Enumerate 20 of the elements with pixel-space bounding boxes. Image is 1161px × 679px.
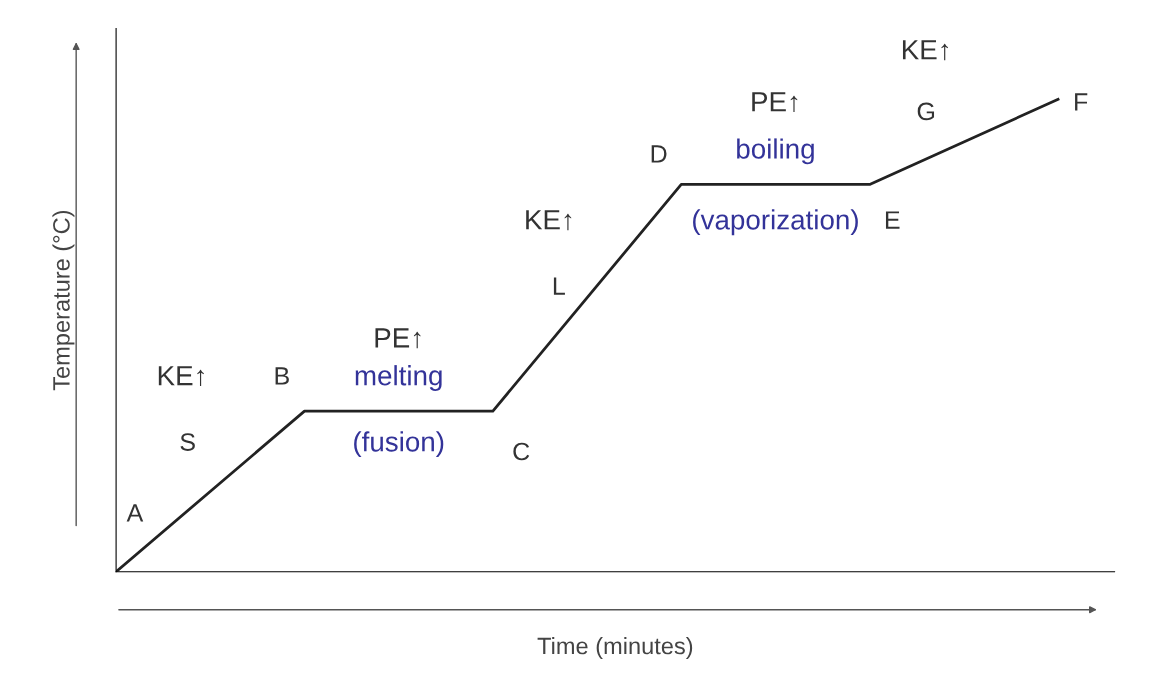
annotation: F bbox=[1075, 93, 1088, 111]
annotation: C bbox=[513, 442, 530, 461]
annotation: KE↑ bbox=[526, 210, 572, 231]
annotation: (vaporization) bbox=[693, 209, 858, 236]
annotation: boiling bbox=[737, 138, 814, 165]
x-axis-title: Time (minutes) bbox=[537, 637, 693, 659]
annotation: PE↑ bbox=[752, 92, 798, 113]
annotation: E bbox=[885, 211, 900, 229]
annotation: KE↑ bbox=[158, 366, 204, 387]
annotation: L bbox=[553, 277, 565, 295]
annotation: (fusion) bbox=[354, 431, 444, 458]
annotation: A bbox=[126, 504, 144, 522]
annotation: G bbox=[917, 102, 935, 121]
annotation: PE↑ bbox=[375, 328, 421, 349]
annotation: B bbox=[275, 367, 289, 385]
text: KE↑ bbox=[902, 40, 948, 61]
annotation: S bbox=[180, 433, 195, 451]
annotation: D bbox=[651, 145, 667, 163]
annotation: melting bbox=[355, 365, 442, 391]
y-axis-title: Temperature (°C) bbox=[52, 210, 75, 391]
